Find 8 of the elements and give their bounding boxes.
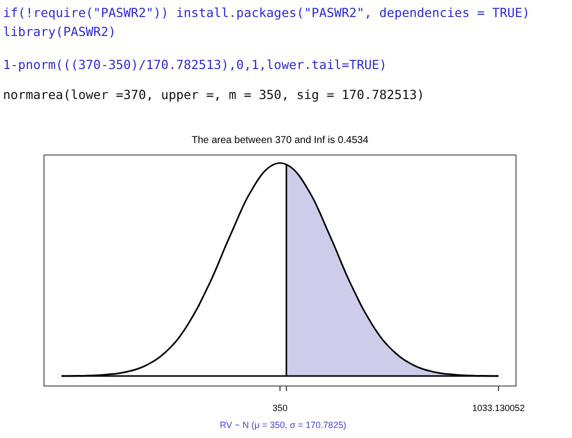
x-axis-title: RV ~ N (μ = 350, σ = 170.7825) — [220, 420, 346, 430]
text: 1-pnorm(((370-350)/170.782513),0,1,lower.tail=TRUE) — [3, 57, 387, 72]
text: normarea(lower =370, upper =, m = 350, sig = 170.782513) — [3, 87, 424, 102]
x-tick-label: 1033.130052 — [472, 403, 525, 413]
chart-title: The area between 370 and Inf is 0.4534 — [192, 135, 369, 146]
text: library(PASWR2) — [3, 24, 116, 39]
text: if(!require("PASWR2")) install.packages("PASWR2", dependencies = TRUE) — [3, 5, 530, 20]
x-tick-label: 350 — [272, 403, 288, 413]
